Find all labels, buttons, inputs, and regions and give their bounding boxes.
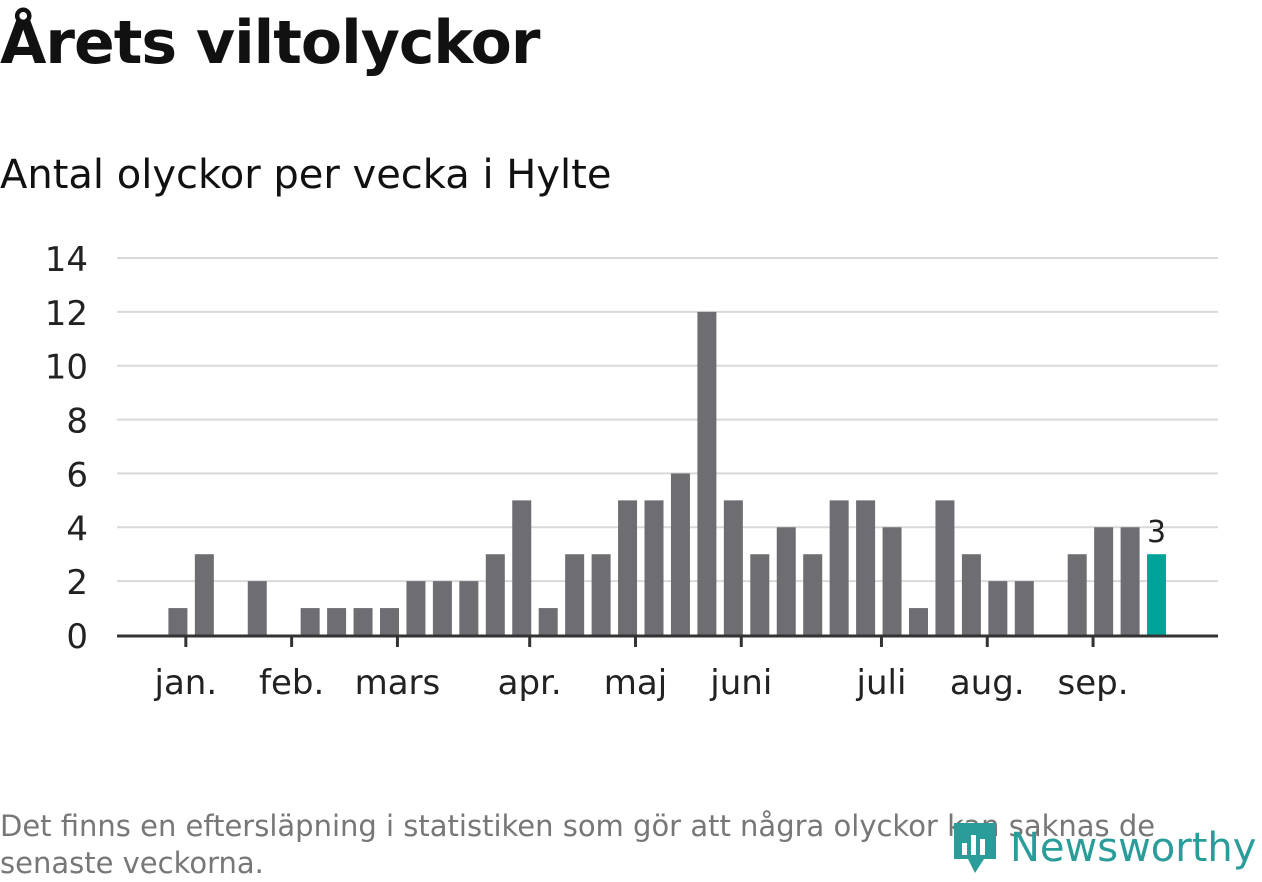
y-axis-ticks: 0 2 4 6 8 10 12 14 bbox=[45, 240, 88, 657]
brand-name: Newsworthy bbox=[1010, 825, 1257, 871]
y-tick-label: 12 bbox=[45, 294, 88, 334]
bar bbox=[194, 554, 214, 635]
bar bbox=[776, 527, 796, 635]
bar bbox=[247, 581, 267, 635]
bar bbox=[882, 527, 902, 635]
bar bbox=[961, 554, 981, 635]
bar bbox=[538, 608, 558, 635]
y-tick-label: 6 bbox=[66, 455, 88, 495]
bar bbox=[1120, 527, 1140, 635]
x-tick-label: mars bbox=[355, 663, 441, 703]
x-tick-label: apr. bbox=[498, 663, 562, 703]
bar bbox=[432, 581, 452, 635]
x-tick-label: maj bbox=[604, 663, 667, 703]
bar bbox=[353, 608, 373, 635]
x-tick-label: juni bbox=[709, 663, 772, 703]
x-tick-label: aug. bbox=[950, 663, 1025, 703]
bar bbox=[829, 500, 849, 635]
bar bbox=[644, 500, 664, 635]
y-tick-label: 10 bbox=[45, 348, 88, 388]
y-tick-label: 14 bbox=[45, 240, 88, 280]
bar bbox=[1094, 527, 1114, 635]
bar bbox=[380, 608, 399, 635]
brand-logo: Newsworthy bbox=[950, 818, 1256, 878]
newsworthy-logo-icon bbox=[954, 823, 996, 873]
y-tick-label: 2 bbox=[66, 563, 88, 603]
bar bbox=[300, 608, 320, 635]
x-axis-ticks: jan. feb. mars apr. maj juni juli aug. sep. bbox=[154, 637, 1129, 703]
chart-subtitle: Antal olyckor per vecka i Hylte bbox=[0, 152, 612, 198]
bar bbox=[512, 500, 532, 635]
bar bbox=[406, 581, 426, 635]
bar bbox=[935, 500, 955, 635]
bar bbox=[856, 500, 876, 635]
bar bbox=[618, 500, 638, 635]
gridlines bbox=[117, 257, 1218, 583]
bars bbox=[168, 311, 1167, 635]
bar bbox=[459, 581, 479, 635]
bar bbox=[803, 554, 823, 635]
data-label-latest: 3 bbox=[1147, 515, 1166, 550]
y-tick-label: 0 bbox=[66, 617, 88, 657]
x-tick-label: jan. bbox=[154, 663, 218, 703]
x-tick-label: feb. bbox=[259, 663, 324, 703]
chart-title: Årets viltolyckor bbox=[0, 8, 540, 78]
x-tick-label: juli bbox=[856, 663, 907, 703]
bar bbox=[988, 581, 1008, 635]
bar bbox=[750, 554, 770, 635]
data-labels: 3 bbox=[1147, 515, 1166, 550]
bar bbox=[723, 500, 743, 635]
bar-highlight bbox=[1147, 554, 1167, 635]
bar bbox=[168, 608, 188, 635]
bar bbox=[565, 554, 585, 635]
bar bbox=[591, 554, 611, 635]
bar bbox=[697, 311, 717, 635]
bar bbox=[1067, 554, 1087, 635]
y-tick-label: 4 bbox=[66, 509, 88, 549]
y-tick-label: 8 bbox=[66, 402, 88, 442]
bar bbox=[485, 554, 505, 635]
bar bbox=[1014, 581, 1034, 635]
x-tick-label: sep. bbox=[1058, 663, 1129, 703]
bar bbox=[670, 473, 690, 635]
bar bbox=[909, 608, 928, 635]
bar bbox=[327, 608, 347, 635]
